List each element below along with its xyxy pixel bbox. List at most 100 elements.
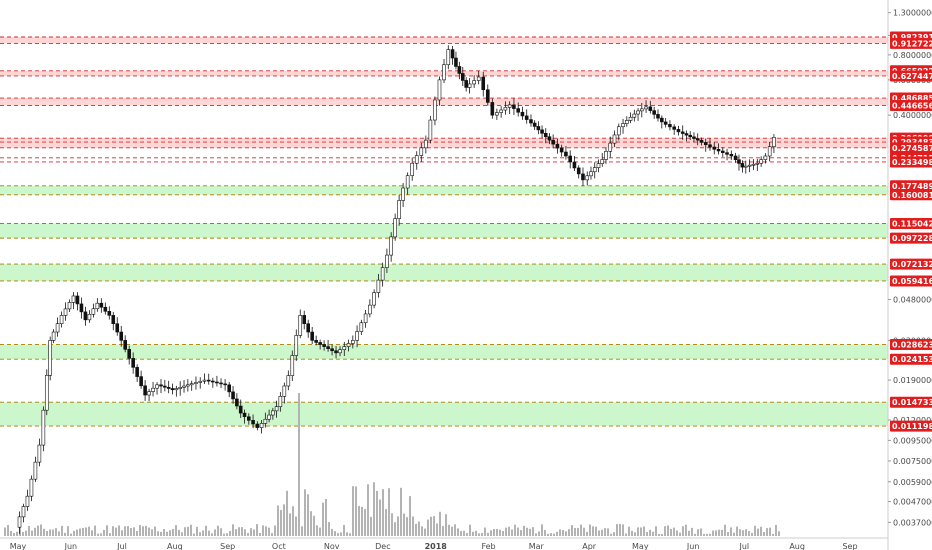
volume-bar xyxy=(775,524,777,536)
price-label: 0.11504240 xyxy=(892,219,932,228)
volume-bar xyxy=(595,526,597,536)
volume-bar xyxy=(598,530,600,536)
candle-body xyxy=(410,162,414,176)
volume-bar xyxy=(58,531,60,536)
candle-body xyxy=(170,388,175,391)
volume-bar xyxy=(463,530,465,536)
candle-body xyxy=(342,346,347,351)
time-tick-label: 2018 xyxy=(425,542,448,550)
price-label: 0.01119887 xyxy=(892,422,932,431)
candle-body xyxy=(632,113,637,118)
candle-body xyxy=(532,122,537,127)
volume-bar xyxy=(160,531,162,536)
price-label-box xyxy=(890,275,932,287)
volume-bar xyxy=(433,516,435,536)
volume-bar xyxy=(190,524,192,536)
volume-bar xyxy=(169,530,171,536)
volume-bar xyxy=(475,530,477,536)
volume-bar xyxy=(736,526,738,536)
volume-bar xyxy=(385,509,387,536)
candle-body xyxy=(729,154,734,157)
price-label: 0.23349857 xyxy=(892,158,932,167)
time-tick-label: Oct xyxy=(272,542,286,550)
volume-bar xyxy=(439,511,441,536)
volume-bar xyxy=(487,532,489,536)
volume-bar xyxy=(226,533,228,536)
price-label-box xyxy=(890,217,932,229)
volume-bar xyxy=(220,528,222,536)
support-zone xyxy=(0,344,888,360)
volume-bar xyxy=(562,530,564,536)
candle-body xyxy=(186,384,190,387)
volume-bar xyxy=(430,516,432,536)
volume-bar xyxy=(448,524,450,536)
candle-body xyxy=(720,150,725,153)
volume-bar xyxy=(424,528,426,536)
candle-body xyxy=(725,152,729,155)
volume-bar xyxy=(466,533,468,536)
volume-bar xyxy=(613,532,615,536)
volume-bar xyxy=(664,526,666,536)
candle-body xyxy=(628,116,633,121)
volume-bar xyxy=(763,532,765,536)
price-label-box xyxy=(890,70,932,82)
volume-bar xyxy=(313,515,315,536)
time-tick-label: Jun xyxy=(64,542,78,550)
candle-body xyxy=(529,119,533,124)
candle-body xyxy=(450,49,455,59)
volume-bar xyxy=(202,530,204,536)
volume-bar xyxy=(592,526,594,536)
volume-bar xyxy=(331,528,333,536)
candle-body xyxy=(536,126,541,131)
candle-body xyxy=(159,384,163,387)
candle-body xyxy=(543,132,548,138)
candle-body xyxy=(219,382,223,385)
volume-bar xyxy=(754,525,756,536)
volume-bar xyxy=(289,513,291,536)
volume-bar xyxy=(676,530,678,536)
volume-bar xyxy=(724,524,726,536)
volume-bar xyxy=(85,527,87,536)
candle-body xyxy=(44,374,49,411)
candle-body xyxy=(326,346,330,349)
candle-body xyxy=(755,162,760,165)
candle-body xyxy=(636,110,640,115)
candle-body xyxy=(119,331,124,341)
price-label: 0.09722860 xyxy=(892,234,932,243)
price-label-box xyxy=(890,258,932,270)
candle-body xyxy=(127,349,131,359)
volume-bar xyxy=(286,490,288,536)
volume-bar xyxy=(739,529,741,536)
candle-body xyxy=(306,323,310,333)
volume-bar xyxy=(406,517,408,536)
price-label-box xyxy=(890,338,932,350)
candle-body xyxy=(21,506,26,518)
volume-bar xyxy=(148,527,150,536)
candle-body xyxy=(63,308,68,316)
candle-body xyxy=(282,385,287,397)
price-label: 0.05941635 xyxy=(892,277,932,286)
volume-bar xyxy=(400,487,402,536)
candle-body xyxy=(123,340,128,350)
volume-bar xyxy=(550,533,552,536)
volume-bar xyxy=(274,525,276,536)
candle-body xyxy=(476,76,481,81)
volume-bar xyxy=(334,531,336,536)
volume-bar xyxy=(232,524,234,536)
candle-body xyxy=(428,119,433,141)
candle-body xyxy=(684,133,689,136)
volume-bar xyxy=(535,533,537,536)
candle-body xyxy=(255,423,260,428)
candle-body xyxy=(467,83,472,88)
volume-bar xyxy=(97,533,99,536)
volume-bar xyxy=(184,527,186,536)
volume-bar xyxy=(484,527,486,536)
volume-bar xyxy=(214,529,216,536)
volume-bar xyxy=(517,527,519,536)
volume-bar xyxy=(82,528,84,536)
volume-bar xyxy=(268,527,270,536)
candle-body xyxy=(41,409,46,446)
volume-bar xyxy=(631,530,633,536)
